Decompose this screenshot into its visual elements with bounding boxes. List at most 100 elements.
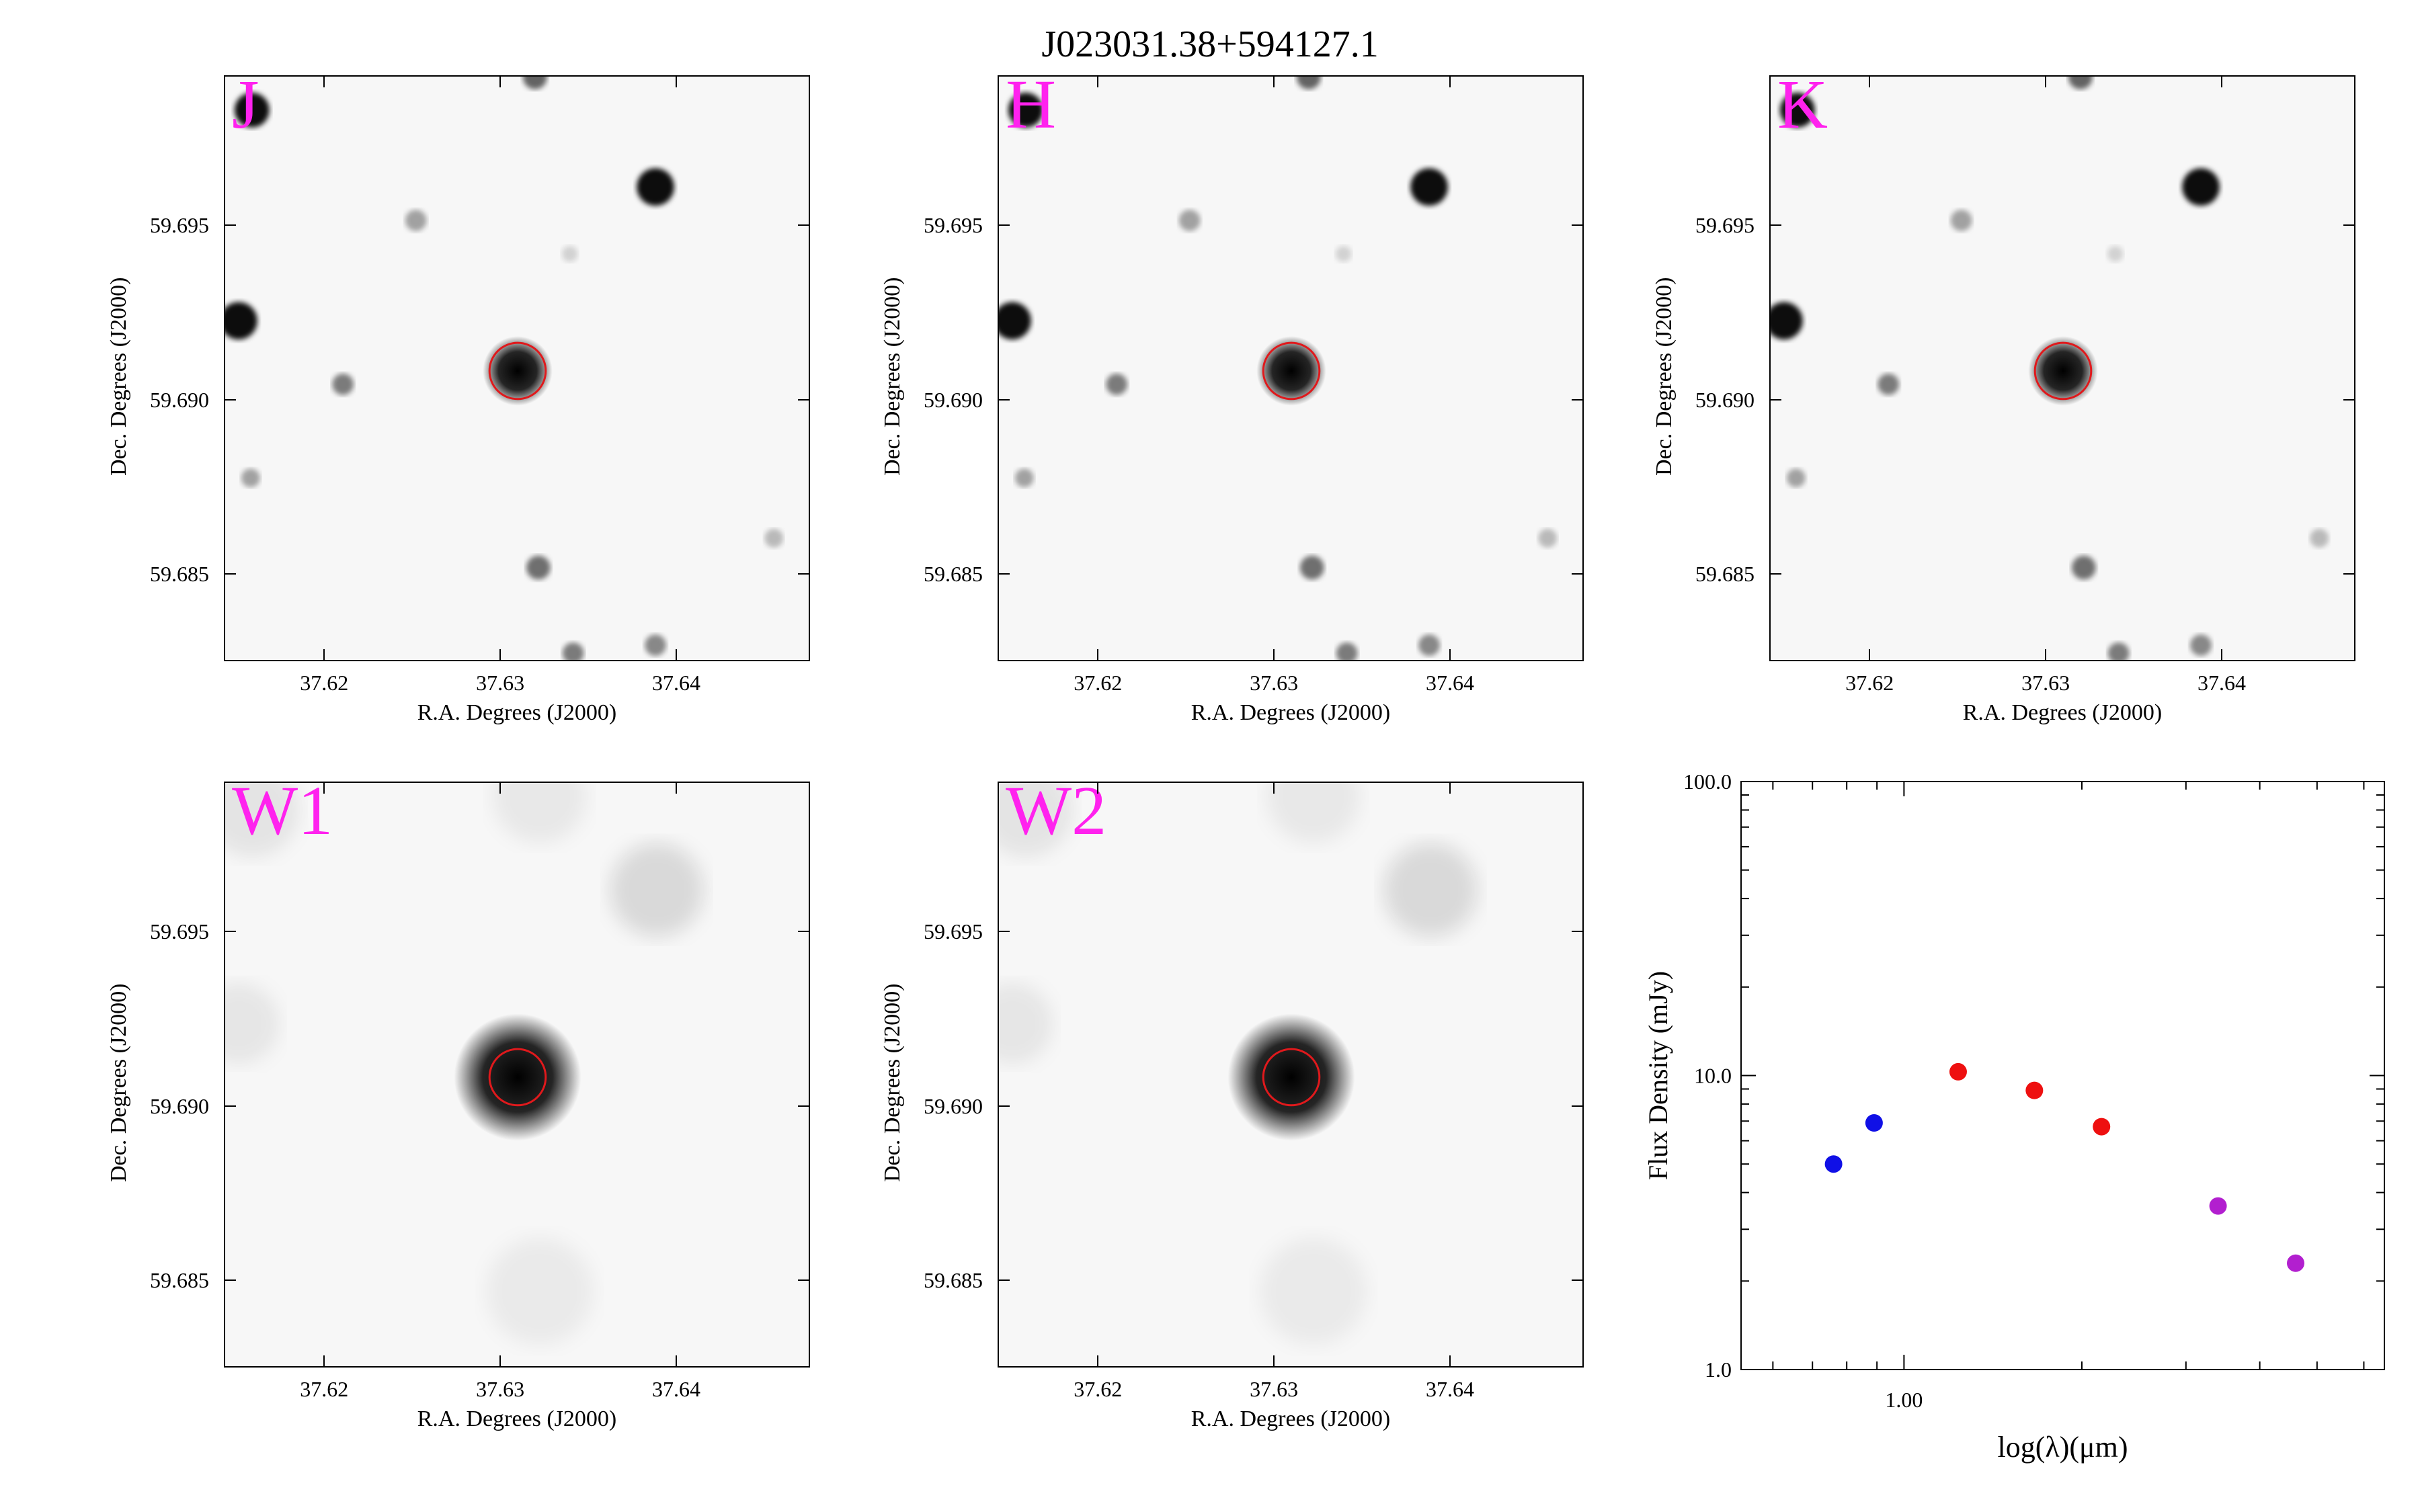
y-tick-mark	[224, 931, 236, 933]
y-tick-mark	[224, 1105, 236, 1107]
y-tick-mark	[2343, 398, 2355, 401]
y-tick-mark	[2343, 573, 2355, 575]
x-tick-mark	[675, 782, 677, 794]
x-tick-mark	[1449, 782, 1451, 794]
field-source	[332, 373, 354, 395]
field-source	[526, 555, 551, 580]
y-tick-label: 59.695	[924, 919, 983, 944]
x-tick-mark	[1273, 1355, 1275, 1368]
x-tick-mark	[1273, 649, 1275, 661]
x-tick-mark	[1869, 75, 1871, 87]
page-title: J023031.38+594127.1	[1041, 24, 1379, 65]
target-source	[1227, 1013, 1355, 1141]
image-frame-w2: W2	[998, 782, 1584, 1368]
data-point	[2209, 1197, 2227, 1215]
y-tick-mark	[1769, 573, 1781, 575]
field-source	[1008, 92, 1043, 128]
x-tick-mark	[499, 1355, 501, 1368]
field-source	[562, 642, 584, 660]
y-tick-label: 100.0	[1683, 769, 1732, 794]
x-tick-label: 37.63	[1250, 671, 1299, 695]
field-source	[2182, 168, 2220, 206]
image-frame-h: H	[998, 75, 1584, 661]
y-tick-label: 59.695	[1695, 213, 1755, 238]
band-label: H	[1006, 75, 1057, 143]
x-tick-mark	[323, 75, 325, 87]
x-axis-label: R.A. Degrees (J2000)	[417, 700, 617, 725]
field-source	[1418, 634, 1440, 657]
x-tick-mark	[2045, 75, 2047, 87]
field-source	[234, 92, 270, 128]
field-source	[1106, 373, 1128, 395]
x-tick-mark	[323, 649, 325, 661]
x-tick-label: 37.62	[300, 671, 349, 695]
x-tick-mark	[2220, 75, 2222, 87]
x-tick-mark	[2045, 649, 2047, 661]
y-tick-mark	[224, 224, 236, 226]
x-axis-label: R.A. Degrees (J2000)	[1962, 700, 2163, 725]
y-tick-mark	[1572, 398, 1584, 401]
x-tick-mark	[499, 75, 501, 87]
x-tick-mark	[1449, 649, 1451, 661]
field-source	[1878, 373, 1900, 395]
field-source	[2107, 642, 2130, 660]
x-tick-label: 37.63	[1250, 1377, 1299, 1401]
image-frame-w1: W1	[224, 782, 810, 1368]
y-tick-mark	[1572, 573, 1584, 575]
x-tick-mark	[1097, 649, 1099, 661]
field-source	[1786, 468, 1806, 488]
y-tick-label: 59.690	[924, 1093, 983, 1118]
field-source	[1014, 468, 1034, 488]
x-tick-label: 37.64	[2197, 671, 2246, 695]
field-source	[645, 634, 666, 657]
field-source	[999, 983, 1053, 1064]
x-tick-mark	[323, 782, 325, 794]
field-source	[1266, 783, 1361, 843]
y-tick-mark	[224, 1279, 236, 1282]
y-tick-mark	[798, 224, 810, 226]
y-tick-mark	[798, 573, 810, 575]
x-tick-label: 37.63	[476, 671, 525, 695]
x-tick-label: 37.62	[300, 1377, 349, 1401]
target-source	[2028, 336, 2098, 406]
y-tick-label: 59.695	[150, 213, 209, 238]
y-tick-label: 59.690	[924, 387, 983, 412]
x-axis-label: log(λ)(μm)	[1998, 1431, 2128, 1464]
target-aperture	[488, 1048, 547, 1107]
field-source	[1950, 210, 1972, 231]
x-axis-label: R.A. Degrees (J2000)	[417, 1406, 617, 1431]
x-tick-mark	[1449, 75, 1451, 87]
y-tick-mark	[998, 224, 1010, 226]
y-tick-label: 59.695	[924, 213, 983, 238]
y-tick-label: 59.690	[150, 387, 209, 412]
x-tick-mark	[1273, 75, 1275, 87]
field-source	[2071, 555, 2096, 580]
x-tick-label: 37.63	[476, 1377, 525, 1401]
image-frame-k: K	[1769, 75, 2355, 661]
x-tick-label: 37.62	[1845, 671, 1894, 695]
y-tick-mark	[1769, 398, 1781, 401]
y-tick-label: 59.685	[924, 562, 983, 587]
x-tick-label: 37.64	[651, 671, 700, 695]
data-point	[1949, 1062, 1967, 1081]
field-source	[1335, 245, 1352, 262]
x-tick-mark	[1097, 782, 1099, 794]
x-tick-mark	[499, 782, 501, 794]
y-tick-label: 59.685	[924, 1268, 983, 1293]
sed-frame	[1740, 781, 2385, 1370]
target-aperture	[2033, 341, 2093, 401]
y-axis-label: Flux Density (mJy)	[1643, 971, 1673, 1180]
field-source	[1383, 843, 1478, 937]
field-source	[241, 468, 260, 488]
field-source	[493, 783, 587, 843]
y-tick-mark	[1769, 224, 1781, 226]
field-source	[1260, 1237, 1367, 1345]
x-tick-mark	[675, 649, 677, 661]
band-label: K	[1777, 75, 1828, 143]
x-tick-mark	[1097, 75, 1099, 87]
band-label: W2	[1006, 782, 1107, 849]
y-tick-label: 10.0	[1694, 1064, 1732, 1088]
y-tick-label: 59.685	[150, 1268, 209, 1293]
y-tick-mark	[1572, 931, 1584, 933]
x-tick-label: 37.62	[1074, 1377, 1123, 1401]
